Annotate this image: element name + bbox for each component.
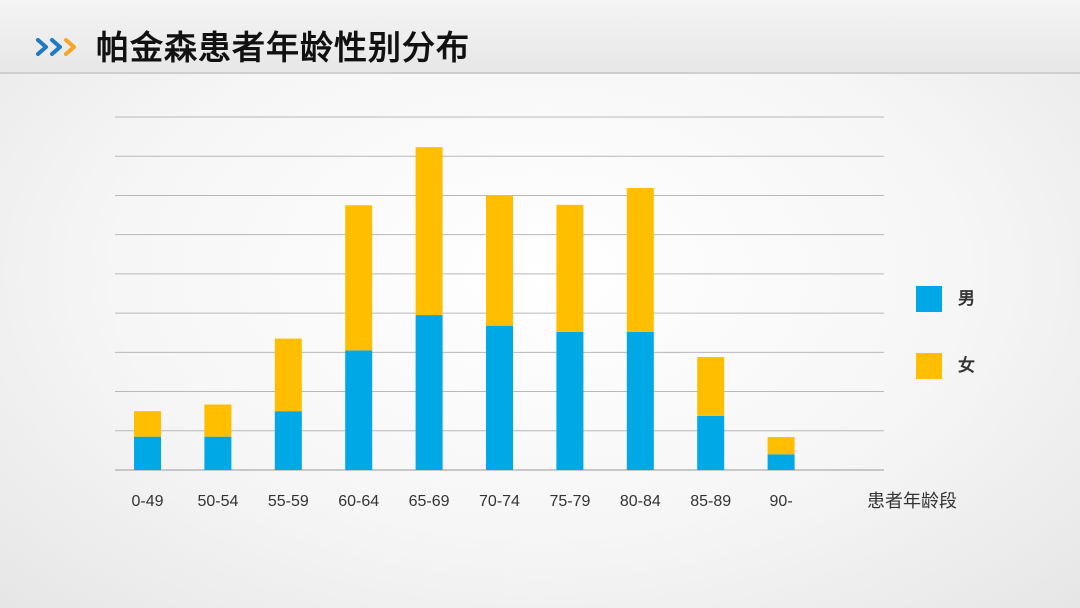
bar-female-55-59 bbox=[274, 338, 302, 412]
bar-male-65-69 bbox=[415, 315, 443, 470]
bar-female-70-74 bbox=[486, 195, 513, 326]
x-axis-label: 患者年龄段 bbox=[867, 491, 957, 512]
page-title: 帕金森患者年龄性别分布 bbox=[96, 28, 470, 67]
bar-male-90- bbox=[767, 454, 795, 470]
legend-label-female: 女 bbox=[958, 355, 975, 376]
bar-male-70-74 bbox=[486, 325, 513, 470]
bar-female-60-64 bbox=[345, 205, 373, 351]
bar-female-50-54 bbox=[204, 404, 232, 437]
bar-female-65-69 bbox=[415, 147, 443, 316]
x-tick-label: 60-64 bbox=[338, 493, 379, 510]
bar-male-0-49 bbox=[134, 436, 161, 470]
legend-label-male: 男 bbox=[958, 289, 975, 309]
bar-female-75-79 bbox=[556, 204, 584, 332]
x-tick-label: 65-69 bbox=[409, 493, 450, 510]
bar-male-55-59 bbox=[274, 411, 302, 470]
bar-female-80-84 bbox=[626, 187, 654, 332]
x-tick-label: 0-49 bbox=[131, 493, 163, 510]
bar-male-60-64 bbox=[345, 350, 373, 470]
x-tick-label: 85-89 bbox=[690, 493, 731, 510]
bar-female-0-49 bbox=[134, 411, 161, 437]
legend-swatch-male bbox=[916, 286, 942, 312]
bars-group bbox=[134, 147, 795, 470]
legend-swatch-female bbox=[916, 353, 942, 379]
bar-female-90- bbox=[767, 437, 795, 455]
legend: 男女 bbox=[916, 286, 975, 379]
x-tick-label: 55-59 bbox=[268, 493, 309, 510]
x-tick-label: 70-74 bbox=[479, 493, 520, 510]
x-tick-label: 80-84 bbox=[620, 493, 661, 510]
x-tick-label: 90- bbox=[770, 493, 793, 510]
x-tick-label: 75-79 bbox=[549, 493, 590, 510]
chevrons-icon bbox=[36, 38, 76, 56]
header-bar: 帕金森患者年龄性别分布 bbox=[0, 0, 1080, 74]
bar-male-85-89 bbox=[697, 415, 725, 470]
bar-male-50-54 bbox=[204, 436, 232, 470]
x-tick-labels: 0-49 50-54 55-59 60-64 65-69 70-74 75-79 80-84 8… bbox=[131, 493, 792, 510]
bar-female-85-89 bbox=[697, 357, 725, 416]
bar-male-80-84 bbox=[626, 331, 654, 470]
x-tick-label: 50-54 bbox=[197, 493, 238, 510]
bar-male-75-79 bbox=[556, 331, 584, 470]
